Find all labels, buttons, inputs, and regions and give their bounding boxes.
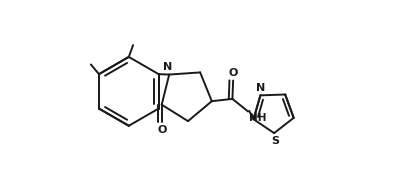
- Text: N: N: [256, 83, 265, 93]
- Text: O: O: [157, 125, 166, 135]
- Text: S: S: [271, 136, 279, 146]
- Text: N: N: [163, 62, 172, 72]
- Text: O: O: [228, 68, 238, 78]
- Text: NH: NH: [248, 113, 266, 123]
